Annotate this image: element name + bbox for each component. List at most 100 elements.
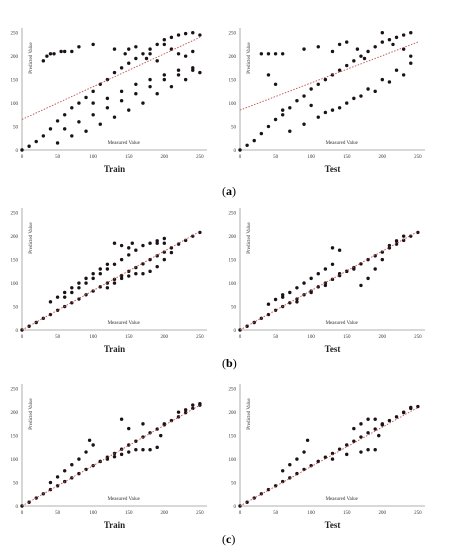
- data-point: [55, 119, 60, 123]
- data-point: [387, 80, 392, 84]
- y-tick-label: 150: [229, 79, 237, 84]
- data-point: [394, 35, 399, 40]
- data-point: [176, 410, 181, 414]
- x-tick-label: 250: [414, 511, 422, 516]
- y-tick-label: 50: [231, 306, 237, 311]
- y-tick-label: 0: [234, 149, 237, 154]
- data-point: [352, 267, 356, 271]
- data-point: [159, 433, 163, 438]
- data-point: [162, 42, 167, 47]
- x-axis-title: Measured Value: [326, 141, 359, 146]
- data-point: [273, 82, 278, 87]
- data-point: [288, 476, 292, 480]
- data-point: [330, 108, 335, 112]
- x-tick-label: 250: [414, 335, 422, 340]
- data-point: [355, 47, 360, 51]
- data-point: [359, 450, 363, 454]
- data-point: [62, 295, 67, 299]
- data-point: [288, 129, 292, 133]
- trend-line: [21, 404, 201, 507]
- data-point: [409, 30, 413, 35]
- data-point: [62, 290, 67, 295]
- data-point: [141, 52, 145, 56]
- data-point: [48, 487, 53, 492]
- data-point: [105, 267, 110, 271]
- data-point: [305, 438, 310, 443]
- x-tick-label: 200: [161, 155, 169, 160]
- data-point: [387, 38, 392, 42]
- data-point: [359, 54, 363, 58]
- data-point: [359, 94, 363, 98]
- data-point: [70, 134, 74, 138]
- y-tick-label: 0: [16, 505, 19, 510]
- data-point: [198, 70, 202, 75]
- data-point: [259, 52, 264, 56]
- data-point: [162, 38, 167, 42]
- data-point: [309, 290, 313, 295]
- data-point: [148, 77, 152, 82]
- data-point: [91, 271, 95, 276]
- data-point: [295, 99, 299, 103]
- y-axis-title: Predicted Value: [29, 222, 34, 254]
- y-tick-label: 100: [229, 282, 237, 287]
- panel-c-train: 0 50 100 150 200 250 0 50 100 150 200 250 Predicted …: [11, 384, 207, 530]
- y-axis-title: Predicted Value: [29, 42, 34, 74]
- data-point: [380, 30, 385, 35]
- y-tick-label: 150: [11, 79, 19, 84]
- data-point: [373, 267, 377, 271]
- data-point: [144, 56, 149, 61]
- data-point: [127, 61, 131, 65]
- data-point: [155, 264, 159, 269]
- data-point: [191, 403, 195, 407]
- data-point: [176, 33, 181, 37]
- data-point: [127, 274, 131, 278]
- data-point: [119, 66, 124, 70]
- data-point: [77, 45, 81, 49]
- data-point: [155, 445, 159, 450]
- data-point: [127, 108, 131, 112]
- y-axis-title: Predicted Value: [29, 398, 34, 430]
- trend-line: [239, 407, 419, 507]
- data-point: [401, 73, 406, 77]
- data-point: [183, 77, 188, 82]
- x-tick-label: 250: [414, 155, 422, 160]
- data-point: [252, 138, 256, 143]
- x-tick-label: 50: [55, 335, 61, 340]
- data-point: [162, 236, 167, 241]
- data-point: [273, 52, 278, 56]
- data-point: [112, 277, 117, 282]
- data-point: [295, 300, 299, 304]
- y-tick-label: 250: [229, 388, 237, 393]
- data-point: [55, 308, 60, 312]
- y-tick-label: 200: [229, 411, 237, 416]
- data-point: [134, 82, 138, 87]
- data-point: [162, 250, 167, 254]
- trend-line: [21, 231, 201, 331]
- y-tick-label: 250: [11, 212, 19, 217]
- data-point: [84, 129, 88, 133]
- data-point: [134, 91, 138, 96]
- x-tick-label: 100: [89, 511, 97, 516]
- y-tick-label: 150: [229, 435, 237, 440]
- data-point: [316, 45, 320, 49]
- data-point: [48, 480, 53, 485]
- data-point: [91, 89, 95, 94]
- y-tick-label: 250: [11, 32, 19, 37]
- data-point: [295, 457, 299, 461]
- y-axis-title: Predicted Value: [247, 222, 252, 254]
- data-point: [77, 286, 81, 290]
- data-point: [169, 35, 174, 40]
- data-point: [380, 422, 385, 426]
- data-point: [198, 33, 202, 37]
- x-tick-label: 250: [196, 155, 204, 160]
- data-point: [330, 457, 335, 461]
- data-point: [119, 417, 124, 421]
- subset-label: Test: [325, 520, 341, 530]
- data-point: [191, 49, 195, 54]
- y-tick-label: 100: [11, 102, 19, 107]
- x-tick-label: 150: [343, 335, 351, 340]
- data-point: [169, 84, 174, 89]
- data-point: [59, 49, 63, 54]
- data-point: [352, 59, 356, 63]
- data-point: [176, 52, 181, 56]
